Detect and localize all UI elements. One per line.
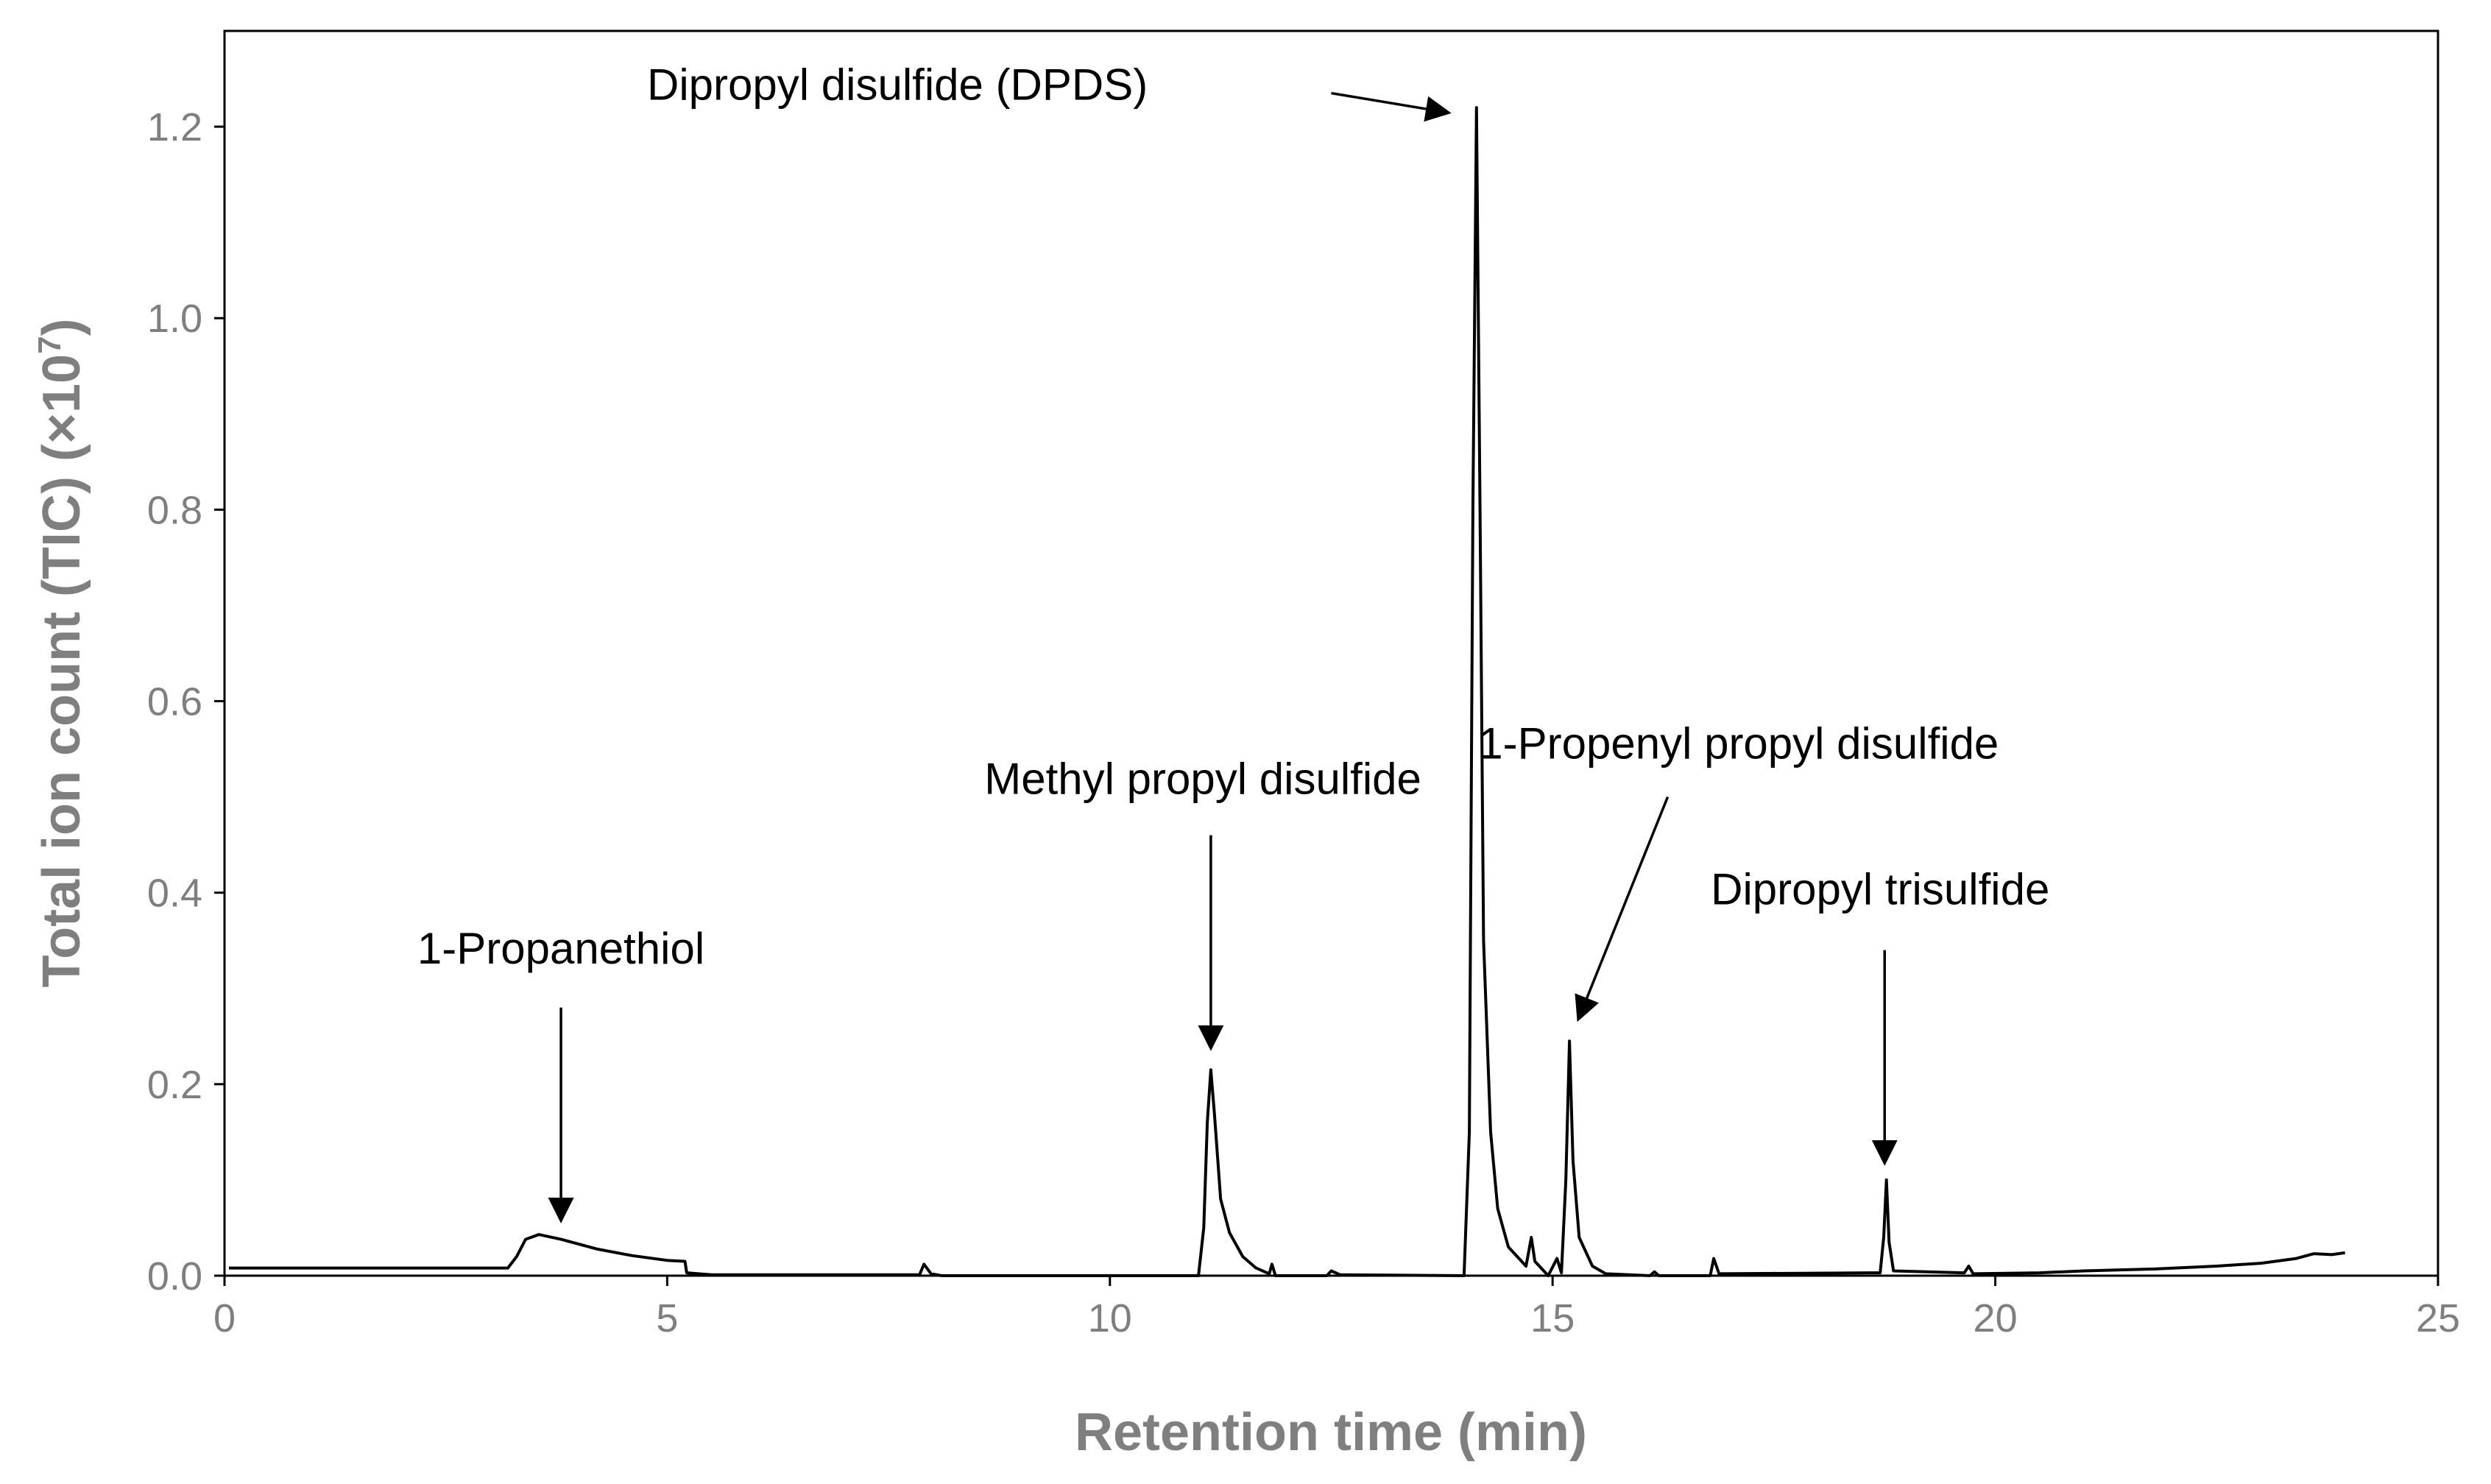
x-axis-ticks: 0 5 10 15 20 25 — [213, 1276, 2460, 1340]
y-tick-label: 1.0 — [147, 297, 202, 341]
y-tick-label: 1.2 — [147, 105, 202, 149]
annotation-label: Dipropyl disulfide (DPDS) — [647, 60, 1148, 110]
annotation-label: Methyl propyl disulfide — [984, 755, 1421, 804]
y-axis-ticks: 0.0 0.2 0.4 0.6 0.8 1.0 1.2 — [147, 105, 225, 1298]
annotation-label: 1-Propanethiol — [417, 924, 704, 973]
x-tick-label: 0 — [213, 1296, 236, 1340]
plot-area-frame — [223, 29, 2439, 1277]
x-tick-label: 5 — [656, 1296, 678, 1340]
annotations-group: 1-Propanethiol Methyl propyl disulfide Dip… — [417, 60, 2049, 1223]
series-group — [229, 106, 2345, 1277]
annotation-arrow — [1331, 91, 1452, 122]
y-tick-label: 0.0 — [147, 1254, 202, 1298]
x-tick-label: 25 — [2416, 1296, 2460, 1340]
y-tick-label: 0.6 — [147, 680, 202, 724]
x-axis-title: Retention time (min) — [1075, 1403, 1587, 1462]
x-tick-label: 20 — [1974, 1296, 2018, 1340]
annotation-label: 1-Propenyl propyl disulfide — [1478, 719, 1999, 768]
y-axis-title: Total ion count (TIC) (×107) — [32, 318, 91, 987]
y-tick-label: 0.4 — [147, 872, 202, 916]
annotation-label: Dipropyl trisulfide — [1711, 864, 2049, 914]
y-tick-label: 0.8 — [147, 488, 202, 532]
y-axis-title-superscript: 7 — [32, 336, 68, 353]
x-tick-label: 15 — [1530, 1296, 1575, 1340]
y-axis-title-end: ) — [32, 318, 91, 336]
y-axis-title-main: Total ion count (TIC) (×10 — [32, 354, 91, 988]
y-tick-label: 0.2 — [147, 1063, 202, 1107]
x-tick-label: 10 — [1088, 1296, 1132, 1340]
chromatogram-trace — [229, 106, 2345, 1277]
annotation-arrow — [1575, 796, 1670, 1022]
